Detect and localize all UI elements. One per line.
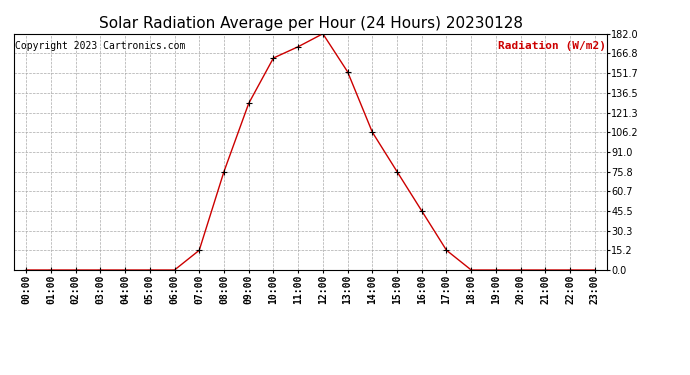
Text: Radiation (W/m2): Radiation (W/m2) xyxy=(498,41,606,51)
Text: Copyright 2023 Cartronics.com: Copyright 2023 Cartronics.com xyxy=(15,41,186,51)
Title: Solar Radiation Average per Hour (24 Hours) 20230128: Solar Radiation Average per Hour (24 Hou… xyxy=(99,16,522,31)
